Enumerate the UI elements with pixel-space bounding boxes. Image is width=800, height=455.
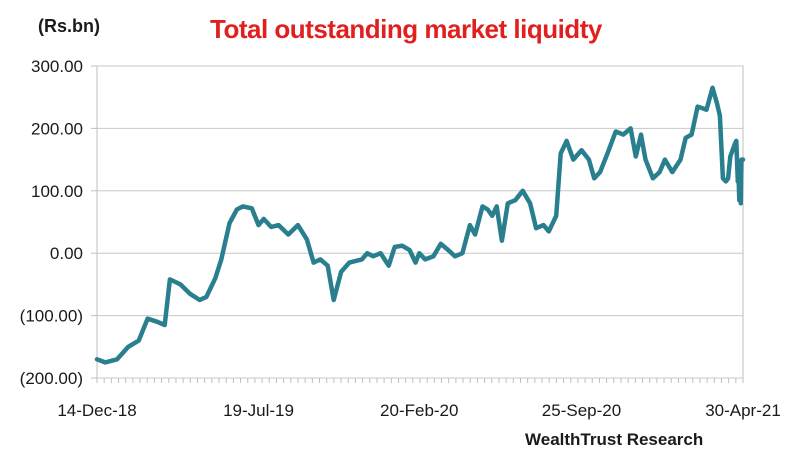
- y-tick-label: 200.00: [31, 119, 83, 138]
- chart-title: Total outstanding market liquidty: [210, 14, 602, 44]
- x-tick-label: 19-Jul-19: [223, 401, 294, 420]
- y-tick-label: 100.00: [31, 182, 83, 201]
- y-tick-label: (100.00): [20, 307, 83, 326]
- x-tick-label: 20-Feb-20: [380, 401, 458, 420]
- y-axis-unit-label: (Rs.bn): [38, 16, 100, 36]
- y-tick-label: 0.00: [50, 244, 83, 263]
- x-tick-label: 30-Apr-21: [705, 401, 781, 420]
- y-tick-label: 300.00: [31, 57, 83, 76]
- plot-area-border: [96, 65, 744, 379]
- source-label: WealthTrust Research: [525, 430, 704, 449]
- x-tick-label: 14-Dec-18: [57, 401, 136, 420]
- y-tick-label: (200.00): [20, 369, 83, 388]
- series-line-liquidity: [94, 85, 746, 365]
- x-tick-label: 25-Sep-20: [542, 401, 621, 420]
